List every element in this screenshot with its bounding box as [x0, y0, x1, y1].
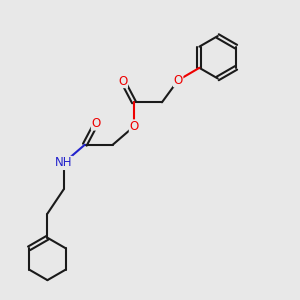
Text: O: O: [92, 117, 100, 130]
Text: O: O: [173, 74, 183, 87]
Text: O: O: [118, 75, 128, 88]
Text: O: O: [129, 120, 139, 133]
Text: NH: NH: [55, 157, 72, 169]
